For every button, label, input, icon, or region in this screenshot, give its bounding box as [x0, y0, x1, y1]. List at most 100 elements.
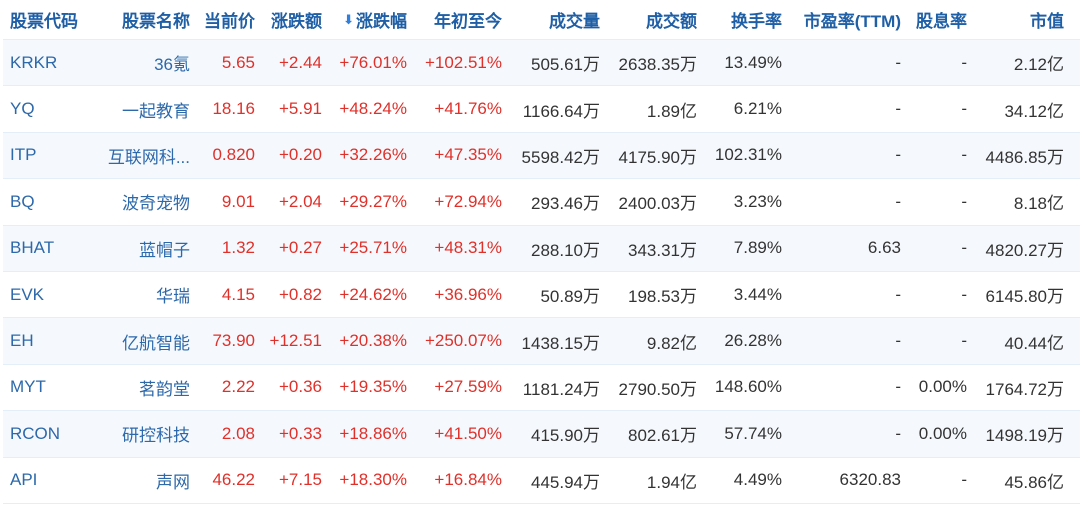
cell-turnover-amount: 198.53万	[603, 272, 697, 317]
header-volume[interactable]: 成交量	[505, 0, 600, 39]
table-row[interactable]: BQ 波奇宠物 9.01 +2.04 +29.27% +72.94% 293.46万 2400…	[3, 179, 1080, 226]
table-row[interactable]: ITP 互联网科... 0.820 +0.20 +32.26% +47.35% 5598.4…	[3, 132, 1080, 180]
volume-text: 505.61万	[531, 55, 600, 75]
cell-turnover-rate: 13.49%	[700, 40, 782, 85]
cell-volume: 445.94万	[505, 458, 600, 503]
dividend-yield-text: -	[961, 145, 967, 165]
cell-code[interactable]: ITP	[10, 133, 36, 178]
cell-code[interactable]: EVK	[10, 272, 44, 317]
pe-ttm-text: -	[895, 145, 901, 165]
name-text: 36氪	[154, 55, 190, 75]
cell-change-pct: +18.30%	[325, 458, 407, 503]
header-turnover-rate[interactable]: 换手率	[700, 0, 782, 39]
cell-name[interactable]: 研控科技	[93, 411, 190, 456]
cell-change: +7.15	[258, 458, 322, 503]
change-text: +0.33	[278, 423, 322, 443]
cell-volume: 505.61万	[505, 40, 600, 85]
cell-code[interactable]: YQ	[10, 86, 35, 131]
price-text: 5.65	[221, 52, 255, 72]
table-row[interactable]: EH 亿航智能 73.90 +12.51 +20.38% +250.07% 1438.15万…	[3, 318, 1080, 365]
dividend-yield-text: -	[961, 331, 967, 351]
cell-name[interactable]: 一起教育	[93, 86, 190, 131]
cell-turnover-rate: 102.31%	[700, 133, 782, 178]
code-text: RCON	[10, 423, 61, 443]
cell-code[interactable]: BHAT	[10, 226, 54, 271]
cell-change: +0.20	[258, 133, 322, 178]
cell-change-pct: +24.62%	[325, 272, 407, 317]
cell-name[interactable]: 声网	[93, 458, 190, 503]
change-pct-text: +76.01%	[339, 52, 407, 72]
header-code[interactable]: 股票代码	[10, 0, 78, 39]
cell-code[interactable]: BQ	[10, 179, 35, 224]
cell-code[interactable]: API	[10, 458, 37, 503]
change-pct-text: +48.24%	[339, 99, 407, 119]
cell-dividend-yield: 0.00%	[904, 365, 967, 410]
table-row[interactable]: KRKR 36氪 5.65 +2.44 +76.01% +102.51% 505.61万 26…	[3, 40, 1080, 87]
price-text: 2.08	[221, 423, 255, 443]
table-row[interactable]: API 声网 46.22 +7.15 +18.30% +16.84% 445.94万 1.94…	[3, 458, 1080, 504]
cell-code[interactable]: MYT	[10, 365, 46, 410]
header-turnover-amount[interactable]: 成交额	[603, 0, 697, 39]
header-price[interactable]: 当前价	[193, 0, 255, 39]
name-text: 研控科技	[122, 426, 190, 446]
cell-name[interactable]: 波奇宠物	[93, 179, 190, 224]
change-pct-text: +29.27%	[339, 191, 407, 211]
cell-name[interactable]: 茗韵堂	[93, 365, 190, 410]
cell-pe-ttm: -	[785, 365, 901, 410]
change-text: +5.91	[278, 99, 322, 119]
cell-turnover-amount: 2790.50万	[603, 365, 697, 410]
cell-code[interactable]: KRKR	[10, 40, 57, 85]
change-pct-text: +32.26%	[339, 145, 407, 165]
cell-dividend-yield: -	[904, 272, 967, 317]
header-dividend-yield[interactable]: 股息率	[904, 0, 967, 39]
change-text: +0.27	[278, 238, 322, 258]
ytd-text: +36.96%	[434, 284, 502, 304]
cell-ytd: +41.50%	[410, 411, 502, 456]
price-text: 0.820	[212, 145, 255, 165]
header-market-cap[interactable]: 市值	[970, 0, 1064, 39]
market-cap-text: 45.86亿	[1004, 472, 1064, 492]
table-row[interactable]: BHAT 蓝帽子 1.32 +0.27 +25.71% +48.31% 288.10万 343…	[3, 225, 1080, 272]
name-text: 股票名称	[122, 12, 190, 31]
name-text: 茗韵堂	[139, 379, 190, 399]
table-row[interactable]: RCON 研控科技 2.08 +0.33 +18.86% +41.50% 415.90万 80…	[3, 411, 1080, 458]
cell-price: 9.01	[193, 179, 255, 224]
cell-price: 46.22	[193, 458, 255, 503]
cell-market-cap: 8.18亿	[970, 179, 1064, 224]
header-ytd[interactable]: 年初至今	[410, 0, 502, 39]
cell-name[interactable]: 亿航智能	[93, 318, 190, 363]
change-text: +12.51	[269, 331, 322, 351]
code-text: KRKR	[10, 52, 58, 72]
dividend-yield-text: -	[961, 191, 967, 211]
table-row[interactable]: YQ 一起教育 18.16 +5.91 +48.24% +41.76% 1166.64万 1.…	[3, 86, 1080, 133]
header-change[interactable]: 涨跌额	[258, 0, 322, 39]
cell-name[interactable]: 华瑞	[93, 272, 190, 317]
market-cap-text: 8.18亿	[1013, 194, 1064, 214]
cell-code[interactable]: EH	[10, 318, 34, 363]
table-row[interactable]: EVK 华瑞 4.15 +0.82 +24.62% +36.96% 50.89万 198.53…	[3, 272, 1080, 319]
change-text: +7.15	[278, 470, 322, 490]
cell-market-cap: 4486.85万	[970, 133, 1064, 178]
change-pct-text: 涨跌幅	[356, 12, 407, 31]
code-text: YQ	[10, 99, 35, 119]
cell-dividend-yield: -	[904, 133, 967, 178]
turnover-rate-text: 3.44%	[733, 284, 782, 304]
header-pe-ttm[interactable]: 市盈率(TTM)	[785, 0, 901, 39]
turnover-amount-text: 2400.03万	[618, 194, 697, 214]
header-name[interactable]: 股票名称	[93, 0, 190, 39]
price-text: 2.22	[221, 377, 255, 397]
cell-code[interactable]: RCON	[10, 411, 60, 456]
volume-text: 288.10万	[531, 240, 600, 260]
ytd-text: +41.76%	[434, 99, 502, 119]
cell-price: 5.65	[193, 40, 255, 85]
cell-price: 4.15	[193, 272, 255, 317]
change-text: 涨跌额	[271, 12, 322, 31]
cell-ytd: +36.96%	[410, 272, 502, 317]
cell-name[interactable]: 互联网科...	[93, 133, 190, 178]
cell-name[interactable]: 36氪	[93, 40, 190, 85]
table-row[interactable]: MYT 茗韵堂 2.22 +0.36 +19.35% +27.59% 1181.24万 279…	[3, 365, 1080, 412]
pe-ttm-text: 6.63	[867, 238, 901, 258]
header-change-pct[interactable]: ⬇ 涨跌幅	[325, 0, 407, 39]
cell-pe-ttm: 6.63	[785, 226, 901, 271]
cell-name[interactable]: 蓝帽子	[93, 226, 190, 271]
